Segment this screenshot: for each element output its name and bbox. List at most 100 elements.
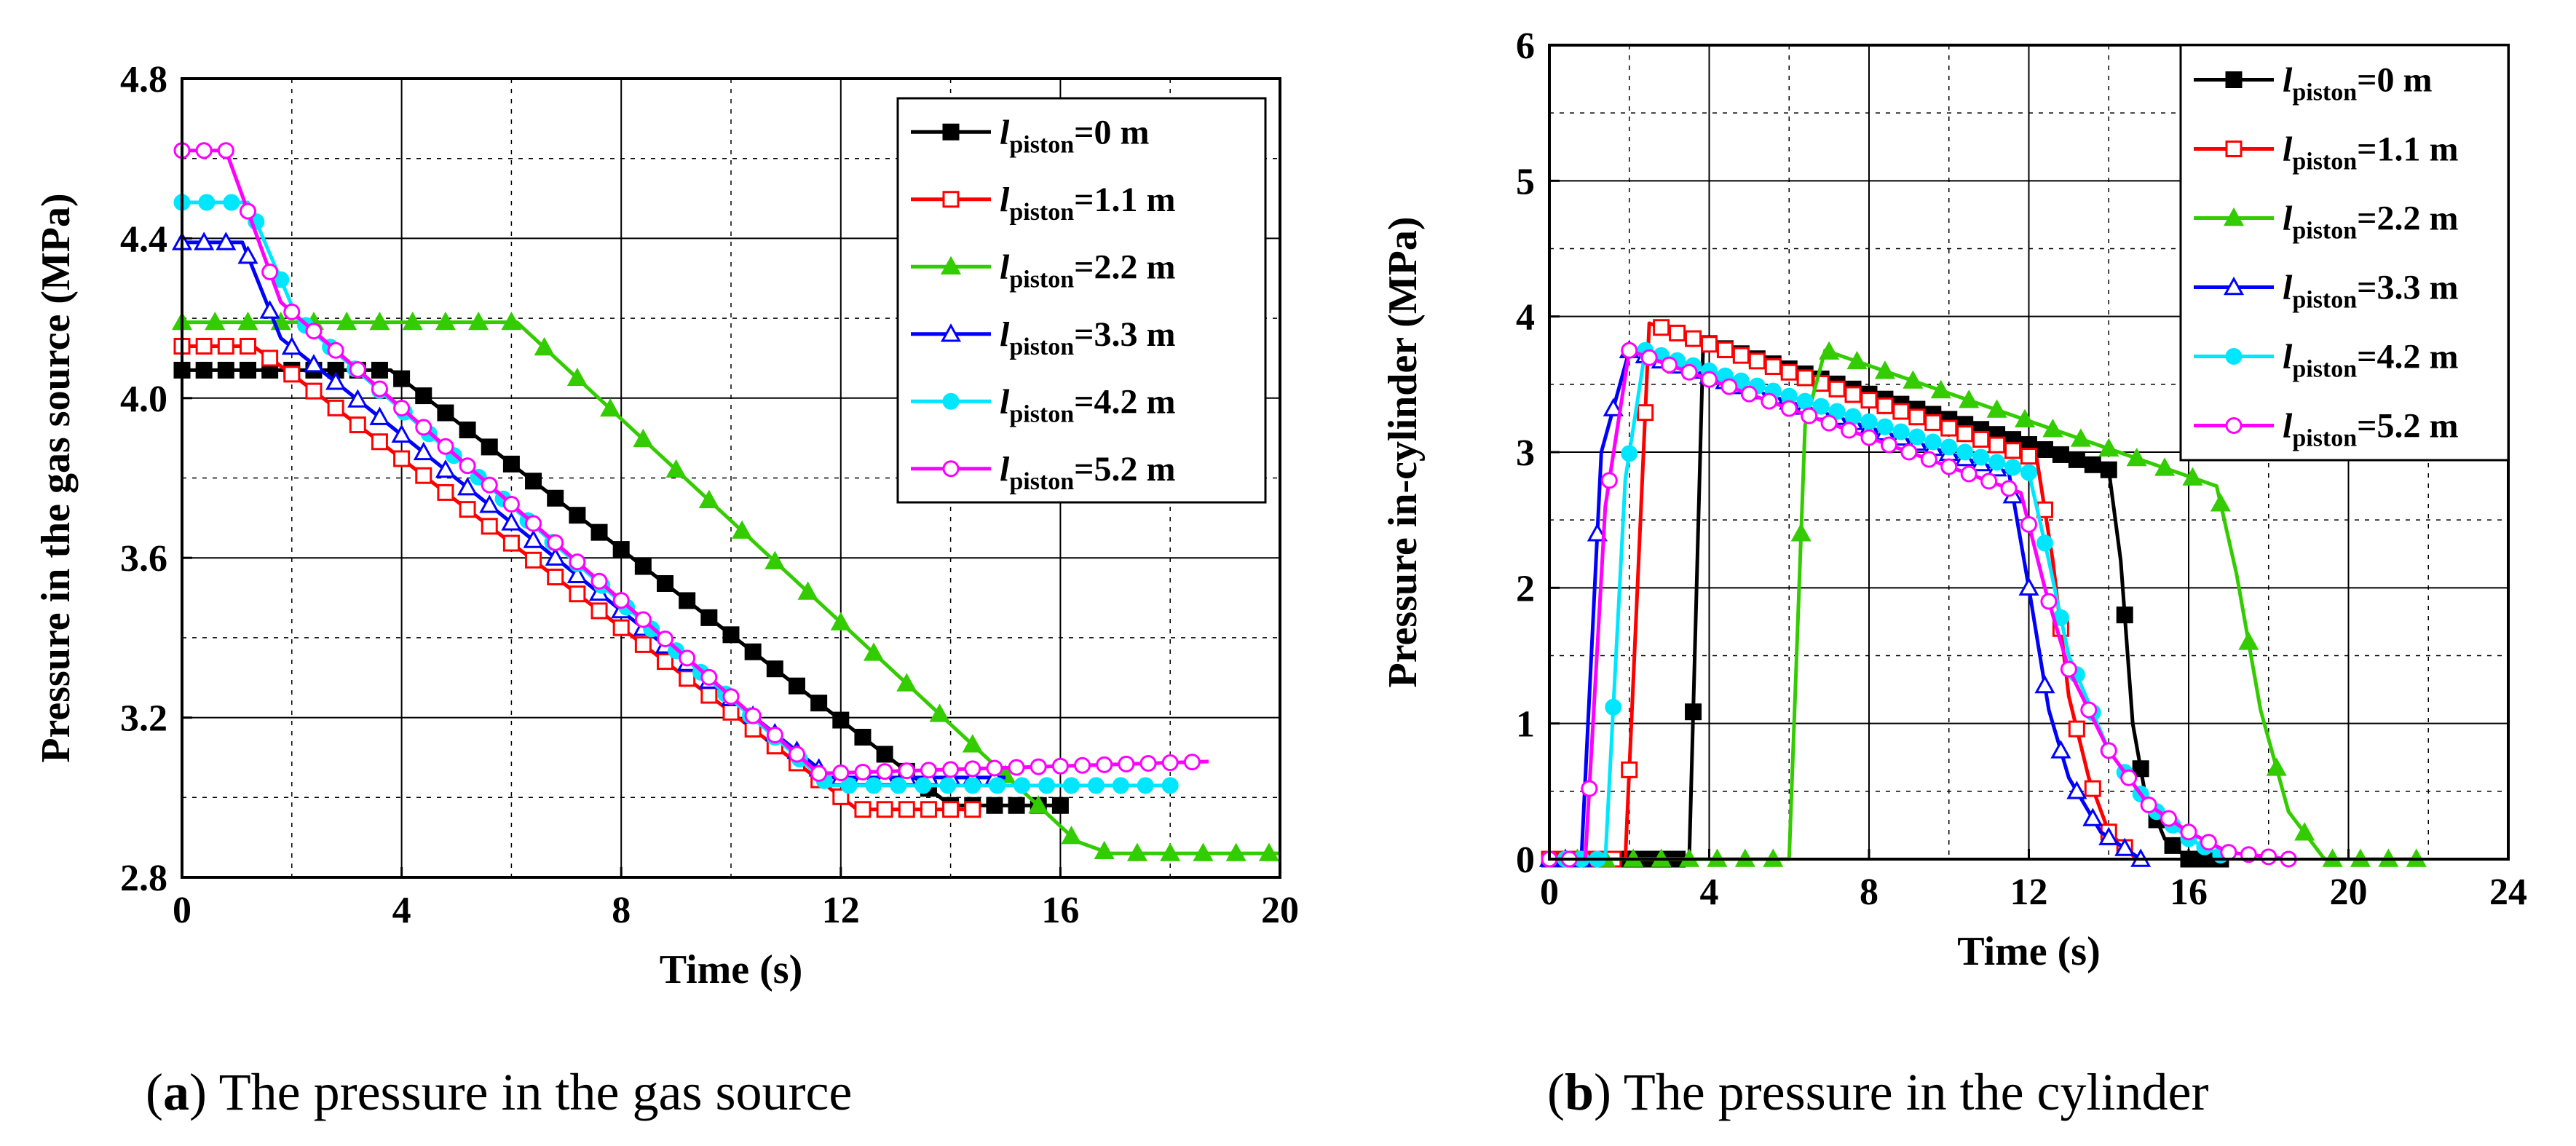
data-point-magenta <box>195 142 213 159</box>
data-point-green <box>2266 757 2287 776</box>
data-point-green <box>633 428 654 448</box>
data-point-magenta <box>1841 422 1858 439</box>
data-point-blue <box>545 547 566 566</box>
legend-swatch-marker <box>2225 141 2243 157</box>
data-point-cyan <box>1828 403 1846 420</box>
data-point-magenta <box>349 361 366 379</box>
data-point-blue <box>369 406 390 425</box>
data-point-green <box>1126 842 1148 861</box>
data-point-red <box>1956 425 1974 443</box>
data-point-green <box>1028 795 1049 814</box>
data-point-green <box>2126 447 2147 467</box>
data-point-red <box>2068 720 2085 738</box>
data-point-green <box>1874 360 1895 379</box>
legend-swatch-marker <box>940 323 962 342</box>
data-point-green <box>534 336 555 356</box>
data-point-blue <box>2114 837 2136 856</box>
legend-label: lpiston=1.1 m <box>2283 130 2459 175</box>
data-point-cyan <box>1860 413 1878 430</box>
data-point-magenta <box>1118 755 1135 772</box>
data-point-magenta <box>371 380 388 398</box>
data-point-green <box>1986 399 2007 418</box>
data-point-magenta <box>1820 414 1838 432</box>
data-point-red <box>590 602 608 620</box>
data-point-magenta <box>1680 363 1698 381</box>
data-point-magenta <box>634 611 652 628</box>
data-point-magenta <box>1051 757 1069 775</box>
legend-item-magenta: lpiston=5.2 m <box>911 450 1176 495</box>
data-point-green <box>1160 842 1181 861</box>
x-tick-label: 12 <box>822 890 860 931</box>
data-point-magenta <box>1030 758 1047 775</box>
data-point-green <box>1903 370 1924 389</box>
data-point-red <box>832 788 850 805</box>
legend-swatch-marker <box>942 392 960 410</box>
data-point-green <box>1959 390 1980 408</box>
y-tick-label: 6 <box>1516 25 1535 67</box>
data-point-cyan <box>1621 445 1638 462</box>
data-point-black <box>525 473 542 490</box>
series-red <box>173 337 981 818</box>
data-point-cyan <box>914 777 932 794</box>
data-point-magenta <box>788 746 805 763</box>
data-point-magenta <box>1920 451 1937 468</box>
data-point-red <box>1637 404 1654 422</box>
data-point-magenta <box>481 476 498 494</box>
data-point-cyan <box>1940 438 1958 456</box>
legend-swatch-marker <box>940 256 962 274</box>
data-point-blue <box>347 389 368 408</box>
data-point-blue <box>2050 740 2071 759</box>
data-point-red <box>1844 386 1862 403</box>
data-point-red <box>612 619 630 636</box>
legend-swatch-marker <box>2225 71 2243 88</box>
data-point-magenta <box>1860 429 1878 446</box>
chart-gas-source-pressure: 0 4 8 12 16 20 2.8 3.2 3.6 4.0 4.4 4.8 Time (s) Press… <box>33 59 1299 992</box>
data-point-black <box>2116 606 2133 624</box>
data-point-blue <box>2098 826 2119 845</box>
y-axis-title: Pressure in-cylinder (MPa) <box>1380 216 1426 687</box>
data-point-cyan <box>2004 459 2022 476</box>
data-point-blue <box>259 300 280 319</box>
data-point-magenta <box>2120 769 2138 786</box>
data-point-magenta <box>1960 465 1978 483</box>
data-point-red <box>327 399 344 416</box>
legend-item-black: lpiston=0 m <box>2194 61 2433 106</box>
y-tick-label: 1 <box>1516 704 1535 746</box>
data-point-green <box>468 311 489 331</box>
data-point-blue <box>303 354 325 373</box>
data-point-cyan <box>1161 777 1179 794</box>
data-point-blue <box>325 371 347 390</box>
data-point-magenta <box>2100 742 2117 759</box>
data-point-black <box>1008 797 1025 814</box>
data-point-magenta <box>305 323 323 340</box>
data-point-black <box>2052 446 2069 463</box>
data-point-red <box>700 687 718 704</box>
data-point-magenta <box>1880 436 1897 454</box>
data-point-cyan <box>1038 777 1056 794</box>
legend-box <box>2179 44 2510 462</box>
data-point-red <box>569 585 586 603</box>
data-point-magenta <box>2000 480 2018 497</box>
data-point-magenta <box>283 303 301 320</box>
data-point-magenta <box>459 457 476 475</box>
data-point-red <box>393 450 411 467</box>
series-line-blue <box>1549 348 2142 861</box>
x-tick-label: 0 <box>173 890 191 931</box>
y-tick-label: 3 <box>1516 432 1535 474</box>
series-line-red <box>1549 321 2138 861</box>
data-point-red <box>305 382 323 400</box>
data-point-red <box>657 653 674 671</box>
data-point-magenta <box>217 142 234 159</box>
data-point-magenta <box>525 515 542 532</box>
data-point-red <box>722 703 740 721</box>
data-point-magenta <box>1183 754 1201 771</box>
data-point-magenta <box>569 553 586 571</box>
legend-label: lpiston=2.2 m <box>1000 248 1176 293</box>
data-point-cyan <box>1796 392 1814 410</box>
ticks: 0 4 8 12 16 20 2.8 3.2 3.6 4.0 4.4 4.8 <box>120 59 1299 931</box>
data-point-green <box>2070 428 2091 447</box>
data-point-magenta <box>2160 810 2178 827</box>
data-point-magenta <box>415 419 432 436</box>
data-point-cyan <box>1972 448 1990 466</box>
legend-label: lpiston=3.3 m <box>1000 315 1176 360</box>
